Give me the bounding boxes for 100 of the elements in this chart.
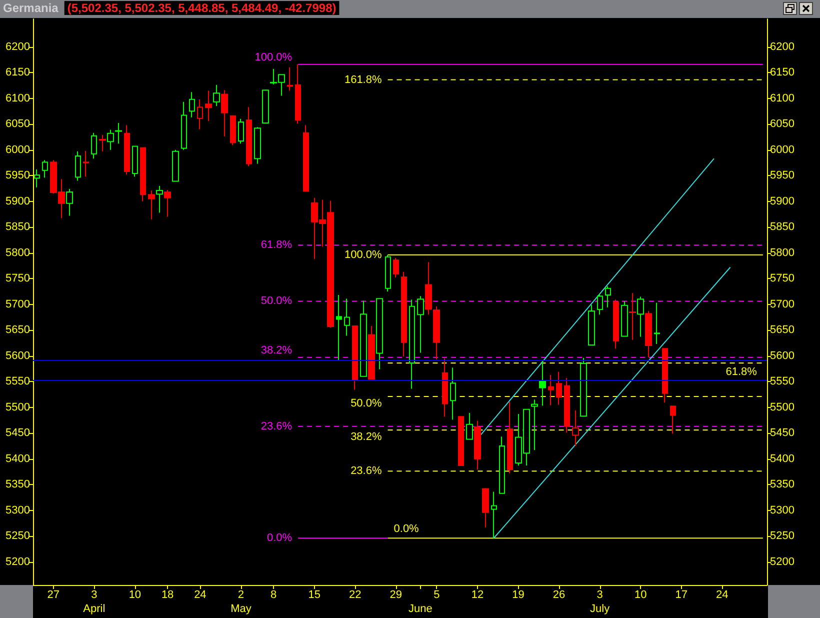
candlestick	[482, 488, 489, 528]
candlestick	[368, 325, 375, 380]
candlestick	[450, 367, 456, 420]
x-tick-label: 8	[270, 589, 277, 601]
candlestick	[458, 416, 464, 467]
candlestick	[115, 122, 122, 144]
y2-tick-label: 5450	[770, 427, 794, 440]
y-tick-label: 5450	[6, 427, 30, 440]
y-tick-label: 5300	[6, 504, 30, 516]
y-tick-label: 5500	[6, 401, 30, 414]
x-tick-label: 24	[194, 589, 206, 601]
series-label: 100.0%	[254, 51, 292, 64]
candlestick	[645, 310, 652, 358]
x-tick-label: 27	[47, 589, 60, 601]
candlestick	[605, 286, 611, 308]
candlestick	[295, 64, 301, 124]
y-tick-label: 5200	[6, 556, 30, 568]
chart-title: Germania	[3, 1, 59, 15]
y2-tick-label: 5350	[770, 478, 794, 491]
y2-tick-label: 6050	[770, 118, 794, 130]
candlestick	[83, 150, 89, 178]
x-tick-label: 22	[349, 589, 362, 601]
x-tick-label: 12	[471, 589, 484, 601]
candlestick	[124, 124, 130, 176]
candlestick	[588, 304, 595, 346]
candlestick	[597, 294, 603, 316]
candlestick	[262, 89, 269, 124]
y-tick-label: 5950	[6, 170, 30, 182]
series-label: 38.2%	[260, 344, 292, 356]
candlestick	[580, 357, 587, 418]
y2-tick-label: 5400	[770, 452, 794, 465]
candlestick	[213, 84, 220, 107]
y-tick-label: 5900	[6, 195, 30, 208]
y2-tick-label: 5700	[770, 298, 794, 310]
candlestick	[662, 348, 668, 404]
y-tick-label: 5750	[6, 272, 30, 285]
y-tick-label: 6050	[6, 118, 30, 130]
candlestick	[433, 306, 440, 360]
y-tick-label: 5400	[6, 452, 30, 465]
candlestick	[107, 129, 114, 150]
candlestick	[409, 299, 415, 390]
y2-tick-label: 5750	[770, 272, 794, 285]
x-tick-label: 26	[552, 589, 566, 601]
candlestick	[164, 189, 171, 218]
candlestick	[189, 92, 195, 118]
candlestick	[287, 66, 293, 92]
y-tick-label: 5600	[6, 350, 30, 362]
y-tick-label: 5800	[6, 246, 30, 259]
candlestick	[539, 359, 546, 406]
series-label: 38.2%	[350, 430, 382, 443]
y2-tick-label: 5550	[770, 376, 794, 388]
y2-tick-label: 6200	[770, 40, 794, 53]
x-tick-label: June	[408, 603, 432, 615]
candlestick	[531, 399, 538, 451]
y2-tick-label: 6150	[770, 66, 794, 79]
candlestick	[572, 410, 579, 446]
y2-tick-label: 5950	[770, 170, 794, 182]
y2-tick-label: 5500	[770, 401, 794, 414]
candlestick	[172, 149, 179, 182]
candlestick	[499, 436, 505, 494]
candlestick	[221, 90, 228, 137]
candlestick	[42, 160, 48, 178]
candlestick	[156, 185, 163, 214]
candlestick	[376, 298, 383, 370]
x-tick-label: 10	[634, 589, 647, 601]
y-tick-label: 6150	[6, 66, 30, 79]
x-tick-label: 3 July	[590, 589, 610, 615]
candlestick	[336, 294, 342, 360]
y2-tick-label: 5200	[770, 556, 794, 568]
y-tick-label: 5700	[6, 298, 30, 310]
x-tick-label: 29	[390, 589, 402, 601]
candlestick	[91, 132, 97, 160]
y-tick-label: 5350	[6, 478, 30, 491]
candlestick	[466, 412, 473, 440]
candlestick	[637, 296, 644, 338]
x-tick-label: 2 May	[230, 589, 252, 615]
candlestick	[425, 262, 432, 316]
y2-tick-label: 5650	[770, 324, 794, 336]
x-tick-label: 24	[716, 589, 728, 601]
y2-tick-label: 5850	[770, 221, 794, 234]
candlestick	[238, 118, 244, 144]
candlestick	[613, 299, 619, 350]
candlestick	[556, 371, 562, 406]
x-tick-label: 3 April	[83, 589, 106, 615]
candlestick	[246, 106, 252, 167]
candlestick	[621, 300, 628, 338]
candlestick	[197, 98, 203, 130]
y-tick-label: 5850	[6, 221, 30, 234]
candlestick	[140, 146, 146, 202]
candlestick	[670, 406, 676, 434]
series-label: 161.8%	[344, 74, 382, 86]
candlestick	[66, 188, 73, 216]
x-tick-label: 5	[434, 589, 440, 601]
candlestick	[474, 420, 481, 470]
candlestick	[564, 377, 570, 434]
y2-tick-label: 5800	[770, 246, 794, 259]
y-tick-label: 6200	[6, 40, 30, 53]
y2-tick-label: 5900	[770, 195, 794, 208]
candlestick	[254, 126, 261, 164]
y-tick-label: 6000	[6, 144, 30, 156]
